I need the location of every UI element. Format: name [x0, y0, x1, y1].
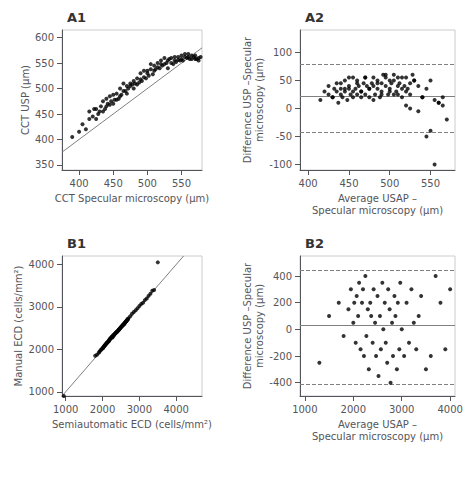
- svg-text:Specular microscopy (μm): Specular microscopy (μm): [312, 205, 443, 216]
- svg-text:4000: 4000: [163, 404, 188, 415]
- svg-text:-200: -200: [269, 351, 292, 362]
- svg-text:microscopy (μm): microscopy (μm): [254, 284, 265, 368]
- svg-text:1000: 1000: [292, 404, 317, 415]
- svg-text:500: 500: [35, 83, 54, 94]
- svg-text:1000: 1000: [29, 386, 54, 397]
- svg-text:Average USAP –: Average USAP –: [338, 419, 417, 430]
- svg-text:2000: 2000: [90, 404, 115, 415]
- svg-text:-400: -400: [269, 377, 292, 388]
- svg-text:Semiautomatic ECD (cells/mm²): Semiautomatic ECD (cells/mm²): [52, 419, 212, 430]
- svg-text:A2: A2: [305, 10, 324, 25]
- svg-text:2000: 2000: [29, 344, 54, 355]
- svg-text:CCT USP (μm): CCT USP (μm): [20, 65, 31, 135]
- svg-text:600: 600: [35, 32, 54, 43]
- svg-text:0: 0: [286, 324, 292, 335]
- svg-text:1000: 1000: [53, 404, 78, 415]
- svg-text:450: 450: [104, 178, 123, 189]
- svg-text:450: 450: [35, 109, 54, 120]
- svg-text:B1: B1: [67, 236, 86, 251]
- svg-text:Specular microscopy (μm): Specular microscopy (μm): [312, 431, 443, 442]
- svg-text:-100: -100: [269, 159, 292, 170]
- svg-text:Average USAP –: Average USAP –: [338, 193, 417, 204]
- svg-text:550: 550: [421, 178, 440, 189]
- svg-text:3000: 3000: [389, 404, 414, 415]
- svg-text:500: 500: [380, 178, 399, 189]
- svg-text:4000: 4000: [29, 259, 54, 270]
- svg-text:450: 450: [339, 178, 358, 189]
- svg-text:Difference USP –Specular: Difference USP –Specular: [242, 36, 253, 163]
- svg-text:200: 200: [273, 297, 292, 308]
- svg-text:400: 400: [273, 271, 292, 282]
- svg-text:Manual ECD (cells/mm²): Manual ECD (cells/mm²): [13, 266, 24, 387]
- svg-text:50: 50: [279, 75, 292, 86]
- svg-text:350: 350: [35, 159, 54, 170]
- svg-text:400: 400: [299, 178, 318, 189]
- svg-text:550: 550: [35, 58, 54, 69]
- svg-text:0: 0: [286, 103, 292, 114]
- svg-text:3000: 3000: [127, 404, 152, 415]
- svg-text:3000: 3000: [29, 301, 54, 312]
- svg-text:microscopy (μm): microscopy (μm): [254, 58, 265, 142]
- svg-text:4000: 4000: [437, 404, 462, 415]
- svg-text:B2: B2: [305, 236, 324, 251]
- svg-text:A1: A1: [67, 10, 86, 25]
- svg-text:2000: 2000: [341, 404, 366, 415]
- svg-text:550: 550: [172, 178, 191, 189]
- svg-text:CCT Specular microscopy (μm): CCT Specular microscopy (μm): [55, 193, 209, 204]
- svg-text:400: 400: [35, 134, 54, 145]
- svg-text:Difference USP –Specular: Difference USP –Specular: [242, 262, 253, 389]
- svg-text:-50: -50: [276, 131, 292, 142]
- svg-text:100: 100: [273, 47, 292, 58]
- svg-text:400: 400: [70, 178, 89, 189]
- svg-text:500: 500: [138, 178, 157, 189]
